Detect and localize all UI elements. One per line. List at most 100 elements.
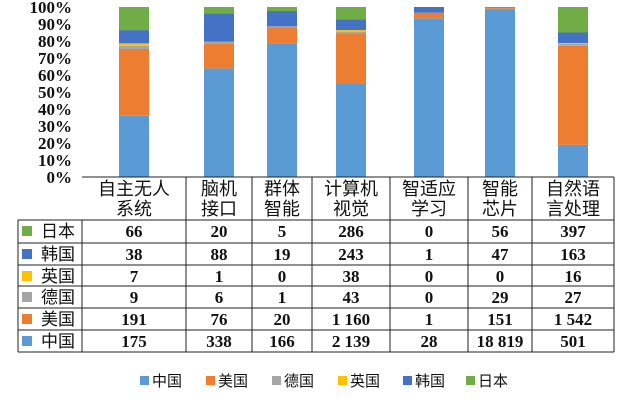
data-value-label: 397 bbox=[560, 222, 586, 241]
bar-segment bbox=[119, 7, 149, 31]
data-value-label: 0 bbox=[425, 222, 434, 241]
series-swatch bbox=[22, 336, 32, 346]
category-label: 计算机 bbox=[324, 179, 378, 200]
category-label: 接口 bbox=[201, 199, 237, 220]
bar-segment bbox=[485, 8, 515, 10]
bar-segment bbox=[204, 7, 234, 14]
y-tick-label: 70% bbox=[38, 49, 72, 68]
y-tick-label: 100% bbox=[30, 0, 73, 17]
category-label: 自然语 bbox=[546, 179, 600, 200]
bar-segment bbox=[558, 44, 588, 46]
data-value-label: 1 160 bbox=[332, 310, 370, 329]
legend-label: 日本 bbox=[478, 372, 508, 390]
data-value-label: 191 bbox=[121, 310, 147, 329]
bar-segment bbox=[558, 42, 588, 45]
y-tick-label: 50% bbox=[38, 83, 72, 102]
data-value-label: 20 bbox=[274, 310, 291, 329]
y-axis-ticks: 0%10%20%30%40%50%60%70%80%90%100% bbox=[30, 0, 73, 187]
data-value-label: 0 bbox=[496, 267, 505, 286]
series-row-label: 韩国 bbox=[41, 245, 75, 265]
bar-segment bbox=[414, 12, 444, 19]
data-value-label: 20 bbox=[211, 222, 228, 241]
data-value-label: 16 bbox=[565, 267, 582, 286]
data-value-label: 166 bbox=[269, 332, 295, 351]
y-tick-label: 10% bbox=[38, 151, 72, 170]
category-label: 言处理 bbox=[546, 199, 600, 220]
data-value-label: 27 bbox=[565, 288, 583, 307]
legend-swatch bbox=[403, 376, 412, 385]
legend-swatch bbox=[466, 376, 475, 385]
category-label: 智能 bbox=[482, 179, 518, 200]
y-tick-label: 40% bbox=[38, 100, 72, 119]
series-row-label: 中国 bbox=[41, 332, 75, 352]
category-label: 芯片 bbox=[482, 199, 518, 220]
data-value-label: 1 bbox=[215, 267, 224, 286]
bar-segment bbox=[267, 43, 297, 178]
data-value-label: 2 139 bbox=[332, 332, 370, 351]
data-value-label: 1 bbox=[425, 310, 434, 329]
bar-segment bbox=[336, 31, 366, 34]
bar-segment bbox=[119, 48, 149, 116]
category-label: 系统 bbox=[116, 199, 152, 220]
data-value-label: 243 bbox=[338, 245, 364, 264]
bar-segment bbox=[336, 33, 366, 84]
data-value-label: 43 bbox=[343, 288, 360, 307]
data-value-label: 76 bbox=[211, 310, 228, 329]
category-label: 视觉 bbox=[333, 199, 369, 220]
bar-segment bbox=[204, 68, 234, 177]
data-value-label: 9 bbox=[130, 288, 139, 307]
data-value-label: 47 bbox=[492, 245, 510, 264]
series-swatch bbox=[22, 292, 32, 302]
data-value-label: 0 bbox=[425, 288, 434, 307]
y-tick-label: 20% bbox=[38, 134, 72, 153]
bar-segment bbox=[558, 144, 588, 177]
bar-segment bbox=[485, 9, 515, 177]
data-value-label: 501 bbox=[560, 332, 586, 351]
series-row-label: 美国 bbox=[41, 310, 75, 330]
data-value-label: 1 bbox=[425, 245, 434, 264]
legend-swatch bbox=[272, 376, 281, 385]
data-value-label: 151 bbox=[487, 310, 513, 329]
series-swatch bbox=[22, 226, 32, 236]
bar-segment bbox=[336, 19, 366, 31]
category-label: 自主无人 bbox=[98, 179, 170, 200]
series-row-label: 英国 bbox=[41, 267, 75, 287]
bar-segment bbox=[204, 42, 234, 44]
data-value-label: 56 bbox=[492, 222, 509, 241]
series-swatch bbox=[22, 249, 32, 259]
bar-segment bbox=[558, 7, 588, 33]
bar-segment bbox=[558, 45, 588, 145]
legend-label: 中国 bbox=[152, 372, 182, 390]
legend-swatch bbox=[140, 376, 149, 385]
legend-swatch bbox=[338, 376, 347, 385]
bars-layer bbox=[119, 7, 588, 178]
data-value-label: 5 bbox=[278, 222, 287, 241]
legend-label: 英国 bbox=[350, 372, 380, 390]
data-value-label: 1 542 bbox=[554, 310, 592, 329]
bar-segment bbox=[336, 30, 366, 32]
bar-segment bbox=[119, 30, 149, 44]
bar-segment bbox=[204, 13, 234, 42]
bar-segment bbox=[267, 11, 297, 27]
data-value-label: 163 bbox=[560, 245, 586, 264]
data-value-label: 1 bbox=[278, 288, 287, 307]
data-value-label: 28 bbox=[421, 332, 438, 351]
category-label: 脑机 bbox=[201, 179, 237, 200]
bar-segment bbox=[267, 26, 297, 28]
bar-segment bbox=[336, 7, 366, 20]
bar-segment bbox=[414, 7, 444, 13]
y-tick-label: 0% bbox=[47, 168, 73, 187]
data-value-label: 338 bbox=[206, 332, 232, 351]
legend: 中国 美国 德国 英国 韩国 日本 bbox=[140, 372, 508, 390]
category-label: 学习 bbox=[411, 199, 447, 220]
data-value-label: 7 bbox=[130, 267, 139, 286]
data-value-label: 38 bbox=[126, 245, 143, 264]
legend-label: 德国 bbox=[284, 372, 314, 390]
data-value-label: 6 bbox=[215, 288, 224, 307]
data-value-label: 38 bbox=[343, 267, 360, 286]
y-tick-label: 60% bbox=[38, 66, 72, 85]
y-tick-label: 30% bbox=[38, 117, 72, 136]
y-tick-label: 90% bbox=[38, 15, 72, 34]
data-value-label: 0 bbox=[278, 267, 287, 286]
